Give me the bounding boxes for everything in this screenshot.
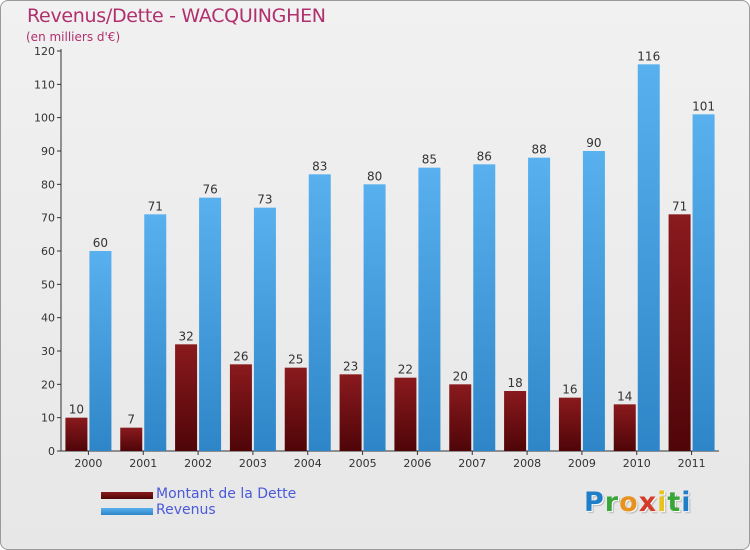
logo-letter: r [604,487,620,518]
y-tick-label: 20 [41,378,55,391]
data-label-dette: 20 [453,369,468,383]
y-axis: 0 10 20 30 40 50 60 70 80 90 100 110 120 [34,45,62,458]
data-label-revenus: 101 [692,99,715,113]
bar-dette [613,404,636,451]
legend-label-revenus: Revenus [156,502,216,518]
y-tick-label: 60 [41,245,55,258]
bars-group [65,64,715,452]
y-tick-label: 100 [34,112,55,125]
bar-revenus [528,157,551,451]
bar-revenus [89,251,112,451]
bar-revenus [199,197,222,451]
bar-dette [449,384,472,451]
data-label-revenus: 88 [531,143,546,157]
data-label-revenus: 90 [586,136,601,150]
x-tick-label: 2006 [403,457,431,470]
data-label-dette: 23 [343,359,358,373]
data-label-dette: 25 [288,353,303,367]
logo-letter: P [584,487,605,518]
data-label-dette: 18 [507,376,522,390]
logo-letter: i [657,487,668,518]
y-tick-label: 50 [41,278,55,291]
logo-letter: o [619,487,639,518]
bar-dette [175,344,198,451]
x-tick-label: 2007 [458,457,486,470]
bar-revenus [582,151,605,451]
proxiti-logo: Proxiti [584,487,692,518]
legend-swatch-revenus [101,508,153,515]
bar-revenus [363,184,386,452]
bar-dette [504,391,527,451]
data-label-revenus: 83 [312,159,327,173]
x-tick-label: 2000 [74,457,102,470]
bar-dette [339,374,362,451]
bar-revenus [253,207,276,451]
data-label-dette: 32 [178,329,193,343]
data-label-dette: 7 [127,413,135,427]
bar-dette [65,417,88,451]
data-label-revenus: 76 [202,183,217,197]
bar-revenus [418,167,441,451]
y-tick-label: 110 [34,78,55,91]
logo-letter: t [667,487,682,518]
data-labels-group: 10 60 7 71 32 76 26 73 25 83 23 80 22 85 20 86 18 88 16 90 1… [69,49,715,426]
data-label-revenus: 86 [477,149,492,163]
data-label-revenus: 73 [257,193,272,207]
bar-dette [284,367,307,451]
bar-dette [120,427,143,451]
data-label-revenus: 116 [637,49,660,63]
y-tick-label: 80 [41,178,55,191]
data-label-revenus: 60 [93,236,108,250]
data-label-revenus: 80 [367,169,382,183]
data-label-dette: 16 [562,383,577,397]
legend-swatch-dette [101,492,153,499]
bar-dette [229,364,252,451]
data-label-dette: 14 [617,389,632,403]
x-tick-label: 2008 [513,457,541,470]
logo-letter: x [638,487,658,518]
bar-revenus [473,164,496,452]
x-tick-label: 2001 [129,457,157,470]
data-label-revenus: 71 [148,199,163,213]
y-tick-label: 30 [41,345,55,358]
logo-letter: i [681,487,692,518]
bar-revenus [692,114,715,451]
bar-dette [668,214,691,451]
bar-revenus [144,214,167,451]
data-label-dette: 10 [69,403,84,417]
y-tick-label: 120 [34,45,55,58]
y-tick-label: 10 [41,412,55,425]
x-tick-label: 2003 [239,457,267,470]
data-label-dette: 71 [672,199,687,213]
chart-title: Revenus/Dette - WACQUINGHEN [27,5,326,27]
chart-subtitle: (en milliers d'€) [26,30,121,44]
bar-dette [558,397,581,451]
x-tick-label: 2011 [678,457,706,470]
x-tick-label: 2002 [184,457,212,470]
y-tick-label: 90 [41,145,55,158]
y-tick-label: 40 [41,312,55,325]
data-label-revenus: 85 [422,153,437,167]
data-label-dette: 26 [233,349,248,363]
bar-revenus [637,64,660,452]
bar-revenus [308,174,331,452]
x-tick-label: 2009 [568,457,596,470]
bar-dette [394,377,417,451]
legend-label-dette: Montant de la Dette [156,486,297,502]
x-tick-label: 2004 [294,457,322,470]
x-tick-label: 2005 [349,457,377,470]
x-tick-label: 2010 [623,457,651,470]
x-axis: 2000 2001 2002 2003 2004 2005 2006 2007 2008 2009… [61,450,719,470]
data-label-dette: 22 [398,363,413,377]
y-tick-label: 70 [41,212,55,225]
y-tick-label: 0 [48,445,55,458]
